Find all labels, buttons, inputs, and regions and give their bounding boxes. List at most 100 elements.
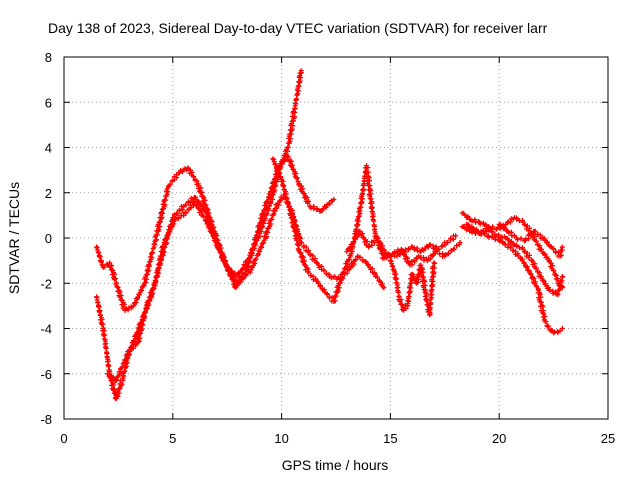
y-tick-label: -8 — [40, 412, 52, 427]
chart-title: Day 138 of 2023, Sidereal Day-to-day VTE… — [48, 20, 548, 36]
interpolated-points — [193, 195, 207, 212]
interpolated-points — [514, 215, 525, 224]
interpolated-points — [142, 239, 158, 285]
interpolated-points — [236, 268, 253, 285]
interpolated-points — [306, 269, 319, 283]
interpolated-points — [287, 211, 302, 252]
interpolated-points — [202, 209, 219, 245]
interpolated-points — [373, 273, 386, 290]
interpolated-points — [365, 262, 377, 276]
x-tick-labels: 0 5 10 15 20 25 — [60, 431, 615, 446]
data-points — [94, 68, 566, 402]
interpolated-points — [290, 211, 304, 245]
x-tick-label: 15 — [383, 431, 397, 446]
interpolated-points — [236, 258, 251, 279]
series-scatter-15-17 — [387, 258, 438, 318]
x-tick-label: 20 — [492, 431, 506, 446]
interpolated-points — [296, 248, 311, 273]
interpolated-points — [486, 227, 498, 238]
interpolated-points — [527, 271, 541, 292]
data-point — [453, 233, 459, 239]
y-tick-label: -2 — [40, 276, 52, 291]
interpolated-points — [535, 290, 546, 314]
interpolated-points — [442, 247, 454, 258]
interpolated-points — [249, 240, 266, 271]
data-point — [381, 285, 387, 291]
interpolated-points — [271, 157, 284, 180]
interpolated-points — [101, 261, 111, 270]
interpolated-points — [538, 274, 552, 291]
interpolated-points — [530, 259, 543, 279]
interpolated-points — [506, 229, 518, 239]
interpolated-points — [152, 184, 171, 243]
interpolated-points — [496, 232, 507, 241]
interpolated-points — [465, 222, 479, 233]
interpolated-points — [307, 252, 320, 266]
series-track-e — [344, 228, 459, 259]
interpolated-points — [261, 208, 278, 241]
interpolated-points — [296, 182, 313, 209]
y-tick-labels: -8 -6 -4 -2 0 2 4 6 8 — [40, 50, 52, 427]
interpolated-points — [554, 274, 566, 297]
interpolated-points — [419, 243, 431, 253]
data-point — [457, 240, 463, 246]
interpolated-points — [113, 377, 126, 400]
interpolated-points — [392, 271, 402, 299]
interpolated-points — [345, 241, 355, 252]
series-track-c — [105, 192, 387, 384]
interpolated-points — [247, 233, 263, 261]
interpolated-points — [315, 279, 327, 293]
data-point — [331, 197, 337, 203]
interpolated-points — [106, 263, 119, 286]
interpolated-points — [122, 340, 136, 363]
interpolated-points — [224, 267, 240, 284]
interpolated-points — [546, 259, 561, 282]
y-tick-label: 0 — [45, 231, 52, 246]
interpolated-points — [357, 231, 372, 249]
interpolated-points — [409, 255, 420, 268]
interpolated-points — [299, 240, 311, 255]
interpolated-points — [123, 304, 135, 313]
interpolated-points — [285, 154, 301, 185]
interpolated-points — [183, 195, 197, 208]
interpolated-points — [351, 229, 362, 245]
interpolated-points — [319, 198, 335, 214]
y-tick-label: 8 — [45, 50, 52, 65]
data-point — [559, 326, 565, 331]
y-tick-label: 6 — [45, 95, 52, 110]
interpolated-points — [505, 236, 516, 247]
y-axis-label: SDTVAR / TECUs — [6, 182, 22, 294]
interpolated-points — [388, 258, 397, 274]
interpolated-points — [113, 282, 128, 312]
interpolated-points — [539, 247, 551, 262]
interpolated-points — [159, 217, 175, 258]
interpolated-points — [357, 254, 369, 265]
interpolated-points — [113, 359, 127, 383]
interpolated-points — [140, 295, 154, 320]
y-tick-label: -6 — [40, 367, 52, 382]
y-tick-label: 4 — [45, 141, 52, 156]
interpolated-points — [285, 109, 298, 150]
gridlines — [63, 56, 609, 420]
x-tick-label: 0 — [60, 431, 67, 446]
plot-frame — [63, 56, 609, 420]
interpolated-points — [530, 232, 543, 252]
data-point — [270, 156, 276, 162]
interpolated-points — [279, 178, 293, 212]
interpolated-points — [552, 329, 561, 335]
interpolated-points — [331, 272, 345, 304]
interpolated-points — [130, 317, 146, 344]
x-tick-label: 10 — [274, 431, 288, 446]
data-point — [559, 273, 565, 279]
interpolated-points — [328, 274, 341, 282]
interpolated-points — [514, 242, 525, 251]
interpolated-points — [519, 256, 532, 273]
interpolated-points — [427, 260, 438, 316]
interpolated-points — [292, 70, 304, 111]
interpolated-points — [183, 200, 196, 216]
interpolated-points — [94, 295, 106, 331]
y-tick-label: 2 — [45, 186, 52, 201]
x-tick-label: 25 — [601, 431, 615, 446]
interpolated-points — [185, 166, 201, 187]
